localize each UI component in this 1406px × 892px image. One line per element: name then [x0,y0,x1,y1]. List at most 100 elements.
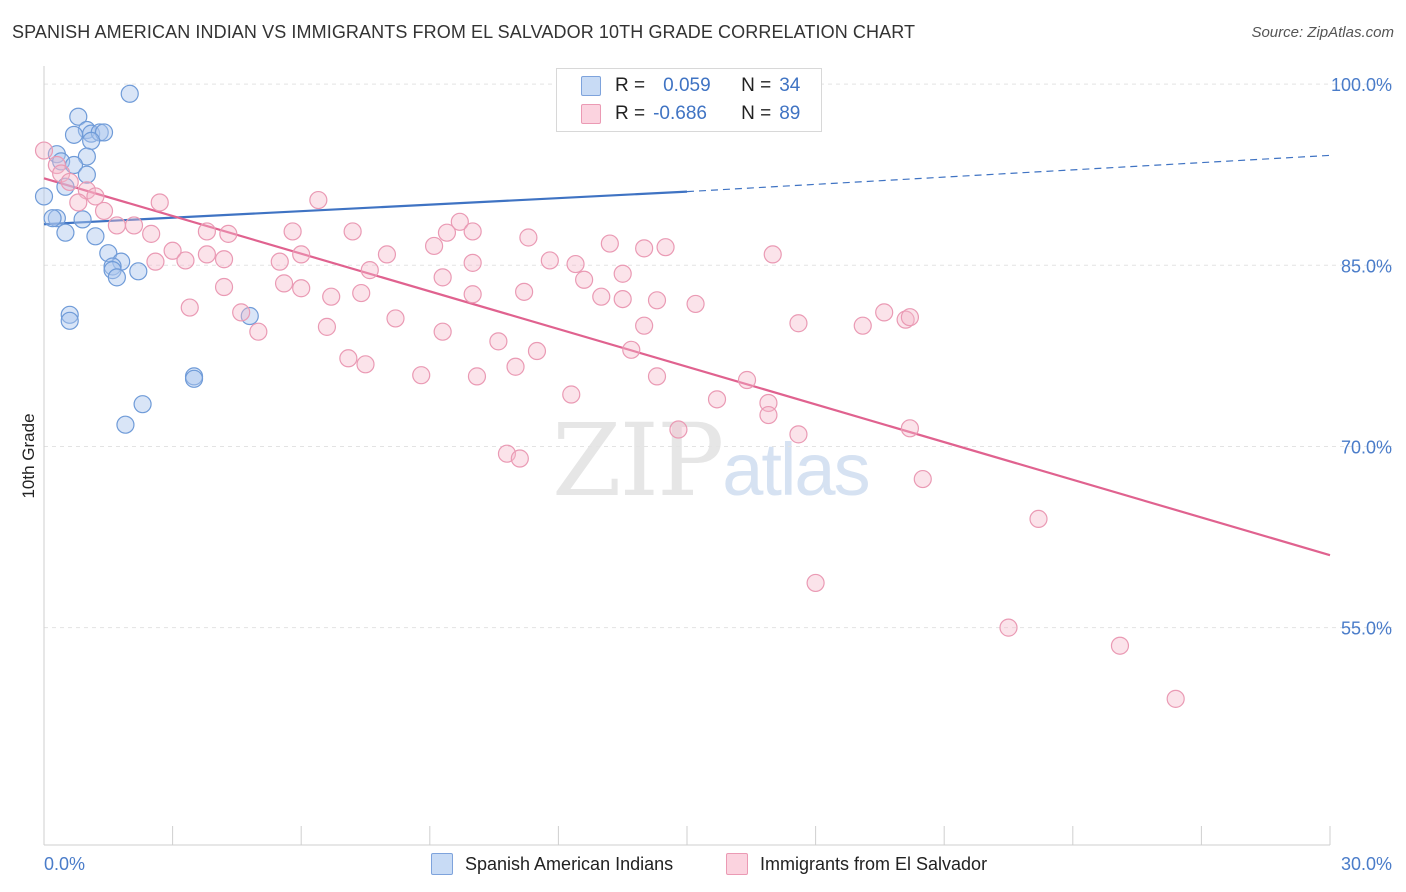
data-point [519,228,538,247]
data-point [69,193,88,212]
data-point [69,107,88,126]
data-point [86,227,105,246]
data-point [317,317,337,336]
data-point [352,283,371,303]
data-point [900,308,920,327]
legend-swatch-pink [726,853,748,875]
data-point [150,193,169,212]
data-point [249,322,268,341]
data-point [1110,636,1130,655]
watermark-atlas: atlas [722,428,870,511]
stats-legend: R = 0.059 N = 34 R = -0.686 N = 89 [556,68,822,132]
data-points [34,82,1185,708]
bottom-legend-item-immigrants-el-salvador: Immigrants from El Salvador [726,852,987,876]
tick-labels: 100.0% 85.0% 70.0% 55.0% 0.0% 30.0% [44,75,1392,874]
data-point [656,238,675,257]
data-point [142,224,161,243]
data-point [635,239,654,258]
data-point [622,340,641,359]
data-point [647,291,667,310]
data-point [73,210,92,229]
data-point [339,349,358,368]
data-point [789,314,808,333]
y-tick-label: 100.0% [1331,75,1392,95]
data-point [360,261,379,280]
data-point [274,274,294,293]
data-point [146,252,165,271]
legend-swatch-blue [581,76,601,96]
data-point [107,216,126,235]
data-point [412,366,431,385]
data-point [356,355,375,374]
data-point [120,84,139,103]
data-point [47,209,66,228]
data-point [116,415,135,434]
chart-title: SPANISH AMERICAN INDIAN VS IMMIGRANTS FR… [12,22,916,42]
legend-label: Spanish American Indians [465,853,674,874]
data-point [424,236,444,256]
data-point [737,370,757,390]
data-point [129,262,148,281]
data-point [77,147,96,166]
trend-lines [43,154,1331,557]
data-point [124,216,144,235]
data-point [43,209,62,228]
data-point [283,222,302,241]
legend-row-spanish-american-indians: R = 0.059 N = 34 [581,73,800,99]
data-point [107,268,126,287]
data-point [433,268,452,287]
n-label: N = [741,103,772,124]
y-tick-label: 70.0% [1341,437,1392,457]
data-point [60,305,79,324]
data-point [34,141,54,160]
n-value: 34 [779,75,801,96]
bottom-legend-item-spanish-american-indians: Spanish American Indians [431,852,673,876]
data-point [82,131,101,150]
data-point [467,367,487,386]
gridlines [44,83,1392,629]
data-point [463,222,482,241]
y-tick-label: 55.0% [1341,619,1392,639]
data-point [527,341,547,361]
data-point [540,251,559,270]
data-point [56,223,75,242]
data-point [214,250,234,269]
trend-line [43,190,688,226]
data-point [197,222,216,241]
data-point [94,123,114,142]
data-point [763,245,782,264]
data-point [900,419,920,438]
data-point [566,254,585,274]
r-value: -0.686 [653,103,707,124]
data-point [377,245,397,264]
data-point [219,224,238,243]
data-point [176,251,195,270]
data-point [133,395,152,414]
legend-label: Immigrants from El Salvador [760,853,988,874]
data-point [60,172,79,192]
data-point [562,385,581,404]
legend-swatch-blue [431,853,453,875]
data-point [86,187,105,206]
trend-line [43,177,1331,557]
data-point [806,573,825,593]
data-point [600,234,619,253]
data-point [34,187,54,206]
data-point [789,425,808,444]
r-value: 0.059 [663,75,711,96]
data-point [437,223,457,242]
data-point [180,298,199,317]
data-point [232,303,251,322]
data-point [853,316,872,335]
data-point [506,357,525,376]
data-point [450,212,469,231]
data-point [575,270,594,289]
data-point [214,277,234,297]
data-point [647,367,667,386]
legend-row-immigrants-el-salvador: R = -0.686 N = 89 [581,101,800,127]
data-point [292,245,311,264]
data-point [94,201,114,221]
n-label: N = [741,75,772,96]
data-point [463,253,482,272]
